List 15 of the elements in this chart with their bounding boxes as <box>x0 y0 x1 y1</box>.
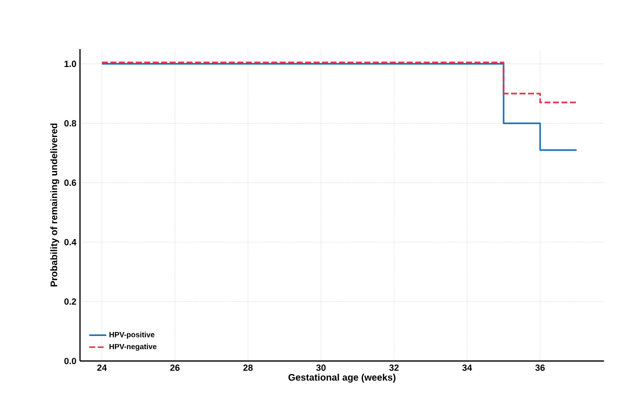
x-tick-label: 28 <box>243 364 253 371</box>
x-tick-label: 34 <box>462 364 472 371</box>
x-tick-label: 26 <box>170 364 180 371</box>
x-tick-label: 24 <box>97 364 107 371</box>
y-tick-label: 0.0 <box>64 358 76 364</box>
y-tick-label: 0.2 <box>64 298 76 305</box>
y-tick-label: 1.0 <box>64 60 76 68</box>
x-axis-title: Gestational age (weeks) <box>288 374 396 383</box>
x-tick-label: 32 <box>389 364 399 371</box>
y-axis-title: Probability of remaining undelivered <box>50 124 60 286</box>
y-tick-label: 0.4 <box>64 238 76 246</box>
x-tick-label: 36 <box>535 364 545 371</box>
y-tick-label: 0.6 <box>64 180 76 186</box>
x-tick-label: 30 <box>316 364 326 371</box>
y-tick-label: 0.8 <box>64 120 76 126</box>
